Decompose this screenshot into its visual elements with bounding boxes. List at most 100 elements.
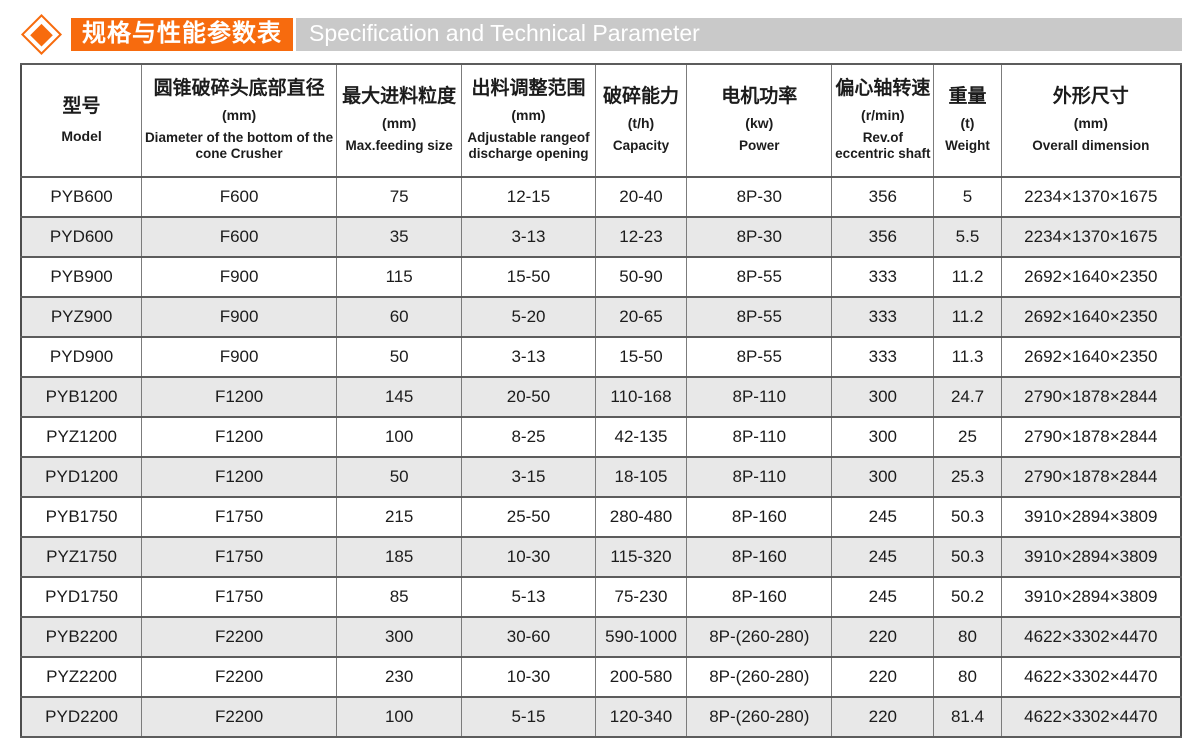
value-cell: 50 bbox=[336, 456, 463, 498]
value-cell: 2692×1640×2350 bbox=[1000, 336, 1182, 378]
value-cell: F600 bbox=[141, 176, 338, 218]
value-cell: 2692×1640×2350 bbox=[1000, 296, 1182, 338]
column-header-1: 型号 Model bbox=[20, 63, 143, 178]
value-cell: F1200 bbox=[141, 376, 338, 418]
value-cell: 2234×1370×1675 bbox=[1000, 176, 1182, 218]
value-cell: 10-30 bbox=[461, 536, 596, 578]
value-cell: 3-13 bbox=[461, 216, 596, 258]
table-row-PYD1750: PYD1750 F1750 85 5-13 75-230 8P-160 245 50.2 391… bbox=[20, 576, 1182, 618]
column-title-en: Overall dimension bbox=[1032, 137, 1150, 153]
value-cell: F2200 bbox=[141, 616, 338, 658]
value-cell: 100 bbox=[336, 696, 463, 738]
model-cell: PYD1200 bbox=[20, 456, 143, 498]
value-cell: 220 bbox=[831, 696, 935, 738]
value-cell: 8P-110 bbox=[686, 456, 833, 498]
value-cell: 230 bbox=[336, 656, 463, 698]
model-cell: PYB600 bbox=[20, 176, 143, 218]
table-row-PYB600: PYB600 F600 75 12-15 20-40 8P-30 356 5 2234×1370… bbox=[20, 176, 1182, 218]
column-title-cn: 偏心轴转速 bbox=[835, 77, 931, 99]
value-cell: 3910×2894×3809 bbox=[1000, 576, 1182, 618]
value-cell: 300 bbox=[831, 376, 935, 418]
value-cell: 333 bbox=[831, 336, 935, 378]
column-header-4: 出料调整范围 (mm) Adjustable rangeof discharge o… bbox=[461, 63, 596, 178]
value-cell: 200-580 bbox=[594, 656, 688, 698]
value-cell: 81.4 bbox=[933, 696, 1002, 738]
section-header: 规格与性能参数表 Specification and Technical Par… bbox=[20, 13, 1182, 55]
value-cell: 18-105 bbox=[594, 456, 688, 498]
value-cell: 3910×2894×3809 bbox=[1000, 536, 1182, 578]
value-cell: F1200 bbox=[141, 416, 338, 458]
value-cell: 25-50 bbox=[461, 496, 596, 538]
value-cell: F1750 bbox=[141, 576, 338, 618]
column-title-cn: 重量 bbox=[948, 86, 987, 108]
value-cell: 245 bbox=[831, 496, 935, 538]
value-cell: 245 bbox=[831, 536, 935, 578]
value-cell: 3-13 bbox=[461, 336, 596, 378]
value-cell: 245 bbox=[831, 576, 935, 618]
column-header-8: 重量 (t) Weight bbox=[933, 63, 1002, 178]
value-cell: F1750 bbox=[141, 536, 338, 578]
column-title-en: Power bbox=[739, 137, 780, 153]
value-cell: 2234×1370×1675 bbox=[1000, 216, 1182, 258]
model-cell: PYD900 bbox=[20, 336, 143, 378]
column-unit: (r/min) bbox=[861, 106, 905, 123]
table-row-PYB1200: PYB1200 F1200 145 20-50 110-168 8P-110 300 24.7… bbox=[20, 376, 1182, 418]
value-cell: 220 bbox=[831, 616, 935, 658]
value-cell: 8P-55 bbox=[686, 336, 833, 378]
value-cell: 5-20 bbox=[461, 296, 596, 338]
value-cell: 11.2 bbox=[933, 256, 1002, 298]
value-cell: 3910×2894×3809 bbox=[1000, 496, 1182, 538]
value-cell: 8-25 bbox=[461, 416, 596, 458]
value-cell: 120-340 bbox=[594, 696, 688, 738]
spec-table: 型号 Model 圆锥破碎头底部直径 (mm) Diameter of the bott… bbox=[20, 63, 1182, 738]
column-title-cn: 电机功率 bbox=[721, 86, 798, 108]
value-cell: 20-65 bbox=[594, 296, 688, 338]
model-cell: PYZ1200 bbox=[20, 416, 143, 458]
table-row-PYZ2200: PYZ2200 F2200 230 10-30 200-580 8P-(260-280) 2… bbox=[20, 656, 1182, 698]
column-title-cn: 破碎能力 bbox=[602, 86, 679, 108]
column-unit: (t) bbox=[960, 114, 975, 131]
value-cell: 8P-160 bbox=[686, 536, 833, 578]
table-row-PYB1750: PYB1750 F1750 215 25-50 280-480 8P-160 245 50.3… bbox=[20, 496, 1182, 538]
model-cell: PYZ900 bbox=[20, 296, 143, 338]
diamond-icon bbox=[20, 13, 63, 55]
value-cell: 220 bbox=[831, 656, 935, 698]
value-cell: 145 bbox=[336, 376, 463, 418]
table-row-PYD900: PYD900 F900 50 3-13 15-50 8P-55 333 11.3 2692×16… bbox=[20, 336, 1182, 378]
value-cell: 8P-(260-280) bbox=[686, 656, 833, 698]
value-cell: 12-15 bbox=[461, 176, 596, 218]
value-cell: 8P-30 bbox=[686, 176, 833, 218]
value-cell: F1200 bbox=[141, 456, 338, 498]
value-cell: 80 bbox=[933, 656, 1002, 698]
value-cell: 8P-110 bbox=[686, 376, 833, 418]
value-cell: 333 bbox=[831, 256, 935, 298]
value-cell: 8P-30 bbox=[686, 216, 833, 258]
value-cell: F2200 bbox=[141, 696, 338, 738]
value-cell: 8P-55 bbox=[686, 296, 833, 338]
value-cell: 50 bbox=[336, 336, 463, 378]
column-unit: (kw) bbox=[745, 114, 774, 131]
model-cell: PYD1750 bbox=[20, 576, 143, 618]
value-cell: 356 bbox=[831, 176, 935, 218]
value-cell: 3-15 bbox=[461, 456, 596, 498]
table-row-PYD2200: PYD2200 F2200 100 5-15 120-340 8P-(260-280) 22… bbox=[20, 696, 1182, 738]
column-header-6: 电机功率 (kw) Power bbox=[686, 63, 833, 178]
column-unit: (t/h) bbox=[627, 114, 655, 131]
value-cell: 300 bbox=[336, 616, 463, 658]
value-cell: 50.3 bbox=[933, 496, 1002, 538]
value-cell: 333 bbox=[831, 296, 935, 338]
model-cell: PYB900 bbox=[20, 256, 143, 298]
value-cell: 2790×1878×2844 bbox=[1000, 376, 1182, 418]
value-cell: 300 bbox=[831, 416, 935, 458]
column-title-cn: 外形尺寸 bbox=[1052, 86, 1129, 108]
value-cell: F2200 bbox=[141, 656, 338, 698]
column-title-en: Rev.of eccentric shaft bbox=[835, 129, 931, 162]
table-row-PYZ1750: PYZ1750 F1750 185 10-30 115-320 8P-160 245 50.3… bbox=[20, 536, 1182, 578]
model-cell: PYB1750 bbox=[20, 496, 143, 538]
value-cell: F600 bbox=[141, 216, 338, 258]
column-header-3: 最大进料粒度 (mm) Max.feeding size bbox=[336, 63, 463, 178]
table-row-PYZ900: PYZ900 F900 60 5-20 20-65 8P-55 333 11.2 2692×16… bbox=[20, 296, 1182, 338]
value-cell: 35 bbox=[336, 216, 463, 258]
value-cell: 20-40 bbox=[594, 176, 688, 218]
column-title-cn: 出料调整范围 bbox=[471, 77, 586, 99]
